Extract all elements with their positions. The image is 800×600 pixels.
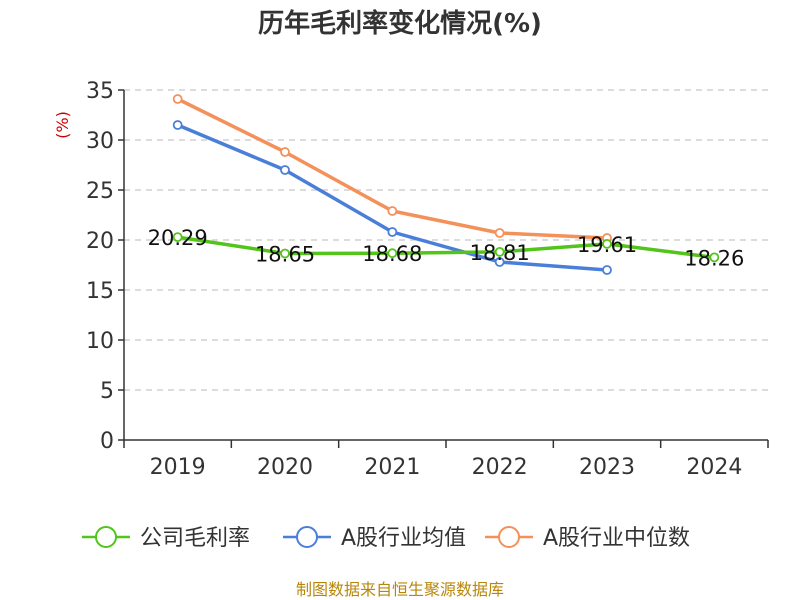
data-point-1 (494, 257, 505, 267)
data-label: 20.29 (148, 226, 208, 250)
y-tick-label: 25 (86, 179, 114, 204)
legend-item: A股行业中位数 (485, 526, 690, 551)
data-point-2 (387, 206, 398, 216)
legend-item: 公司毛利率 (82, 526, 250, 551)
data-point-1 (172, 120, 183, 130)
data-point-0 (172, 232, 183, 243)
data-point-2 (494, 228, 505, 238)
data-label: 18.26 (684, 246, 744, 270)
legend-item: A股行业均值 (283, 526, 466, 551)
data-point-1 (280, 165, 290, 175)
legend-marker (95, 526, 117, 548)
source-note: 制图数据来自恒生聚源数据库 (296, 580, 504, 599)
legend: 公司毛利率 A股行业均值 A股行业中位数 (82, 526, 690, 551)
legend-marker (498, 526, 520, 548)
x-tick-label: 2022 (472, 455, 528, 480)
data-label: 19.61 (577, 233, 637, 257)
x-tick-label: 2020 (257, 455, 313, 480)
x-tick-label: 2024 (686, 455, 742, 480)
data-labels: 20.29 18.65 18.68 18.81 19.61 18.26 (148, 226, 745, 270)
y-tick-label: 20 (86, 229, 114, 254)
data-label: 18.68 (362, 242, 422, 266)
x-tick-label: 2023 (579, 455, 635, 480)
data-point-0 (494, 246, 505, 257)
x-tick-label: 2021 (364, 455, 420, 480)
legend-label: A股行业均值 (341, 526, 466, 551)
legend-label: A股行业中位数 (543, 526, 690, 551)
x-tick-label: 2019 (150, 455, 206, 480)
data-point-0 (387, 248, 398, 259)
data-point-1 (602, 265, 612, 275)
y-axis-label: (%) (53, 111, 72, 139)
y-tick-label: 10 (86, 329, 114, 354)
series-lines (172, 94, 720, 275)
data-point-2 (172, 94, 183, 104)
y-tick-label: 15 (86, 279, 114, 304)
data-point-2 (280, 147, 290, 157)
series-line-2 (176, 97, 608, 240)
data-point-0 (602, 238, 612, 249)
series-line-0 (177, 235, 715, 260)
data-label: 18.65 (255, 243, 315, 267)
chart-title: 历年毛利率变化情况(%) (258, 8, 542, 39)
y-tick-label: 35 (86, 79, 114, 104)
data-point-0 (280, 248, 290, 259)
grid-lines (124, 89, 768, 391)
y-tick-label: 30 (86, 129, 114, 154)
axes: 0 5 10 15 20 25 30 35 2019 2020 2021 2022 2023 2024 (86, 79, 769, 480)
data-point-0 (709, 252, 720, 263)
y-tick-label: 5 (100, 379, 114, 404)
legend-marker (296, 526, 318, 548)
y-tick-label: 0 (100, 429, 114, 454)
data-label: 18.81 (470, 241, 530, 265)
data-point-1 (387, 227, 398, 237)
legend-label: 公司毛利率 (140, 526, 250, 551)
